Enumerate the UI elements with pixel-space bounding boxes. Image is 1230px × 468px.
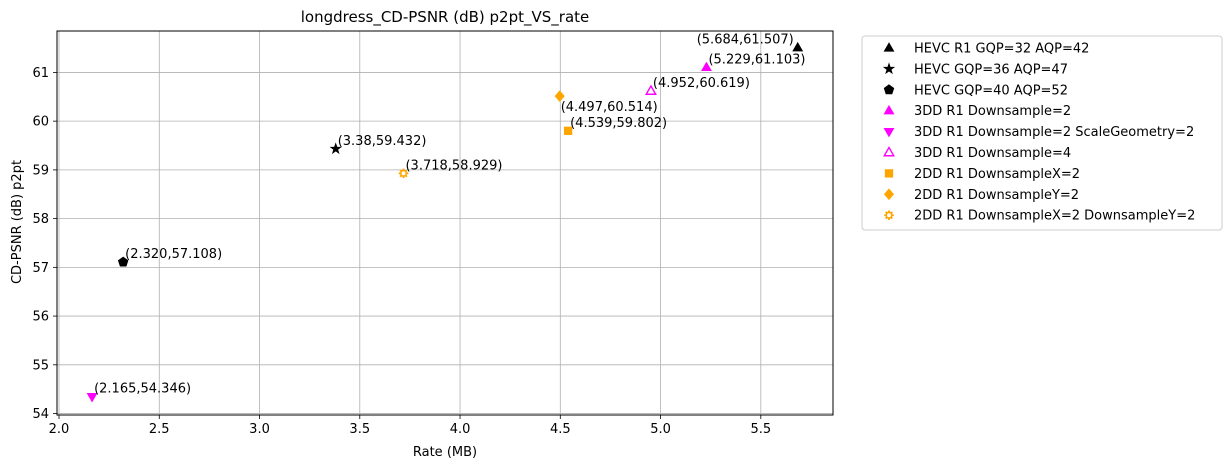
legend-entry: 2DD R1 DownsampleX=2 — [914, 167, 1080, 182]
legend-marker — [883, 127, 895, 138]
x-axis-label: Rate (MB) — [413, 445, 477, 460]
data-point — [398, 168, 409, 179]
data-point — [644, 84, 657, 95]
x-tick-label: 4.0 — [450, 422, 471, 437]
y-tick-label: 58 — [32, 212, 49, 227]
x-tick-label: 2.0 — [49, 422, 70, 437]
legend-marker — [883, 188, 895, 201]
data-label: (3.718,58.929) — [405, 158, 502, 173]
y-tick-label: 55 — [32, 358, 49, 373]
legend-entry: 3DD R1 Downsample=2 ScaleGeometry=2 — [914, 125, 1194, 140]
legend-marker — [884, 169, 894, 178]
x-tick-label: 4.5 — [550, 422, 571, 437]
legend-marker — [883, 42, 895, 52]
legend-entry: HEVC GQP=36 AQP=47 — [914, 62, 1068, 77]
legend-marker — [883, 146, 895, 157]
data-label: (3.38,59.432) — [338, 134, 427, 149]
axes — [56, 30, 834, 416]
data-label: (2.165,54.346) — [94, 382, 191, 397]
y-axis-label: CD-PSNR (dB) p2pt — [10, 160, 25, 284]
legend: HEVC R1 GQP=32 AQP=42 HEVC GQP=36 AQP=47 H… — [861, 35, 1223, 231]
data-label: (4.539,59.802) — [570, 116, 667, 131]
data-point — [329, 142, 342, 155]
x-tick-label: 5.5 — [750, 422, 771, 437]
data-points — [86, 41, 804, 403]
y-tick-label: 61 — [32, 66, 49, 81]
legend-frame — [861, 35, 1223, 231]
y-tick-label: 54 — [32, 407, 49, 422]
data-label: (4.497,60.514) — [561, 100, 658, 115]
legend-entry: 3DD R1 Downsample=4 — [914, 146, 1071, 161]
x-tick-label: 2.5 — [149, 422, 170, 437]
data-label: (2.320,57.108) — [125, 247, 222, 262]
data-labels: (5.684,61.507) (3.38,59.432) (2.320,57.108… — [94, 33, 805, 397]
legend-marker — [883, 104, 895, 115]
legend-entry: HEVC R1 GQP=32 AQP=42 — [914, 42, 1089, 57]
data-point — [792, 41, 804, 52]
y-tick-label: 59 — [32, 163, 49, 178]
legend-entry: HEVC GQP=40 AQP=52 — [914, 83, 1068, 98]
plot-frame — [56, 30, 834, 416]
y-axis-ticks: 54 55 56 57 58 59 60 61 — [32, 66, 57, 422]
legend-marker — [883, 84, 895, 95]
x-axis-ticks: 2.0 2.5 3.0 3.5 4.0 4.5 5.0 5.5 — [49, 415, 771, 437]
data-point — [701, 61, 712, 72]
data-point — [554, 90, 565, 102]
y-tick-label: 56 — [32, 310, 49, 325]
legend-marker — [882, 62, 896, 75]
data-label: (4.952,60.619) — [653, 76, 750, 91]
legend-entry: 2DD R1 DownsampleY=2 — [914, 188, 1079, 203]
chart-title: longdress_CD-PSNR (dB) p2pt_VS_rate — [301, 8, 590, 27]
x-tick-label: 5.0 — [650, 422, 671, 437]
data-label: (5.684,61.507) — [697, 33, 794, 48]
legend-entry: 3DD R1 Downsample=2 — [914, 104, 1071, 119]
y-tick-label: 57 — [32, 261, 49, 276]
x-tick-label: 3.0 — [249, 422, 270, 437]
data-label: (5.229,61.103) — [708, 52, 805, 67]
data-point — [86, 393, 98, 403]
data-point — [563, 126, 573, 135]
legend-marker — [884, 210, 894, 220]
y-tick-label: 60 — [32, 115, 49, 130]
legend-entry: 2DD R1 DownsampleX=2 DownsampleY=2 — [914, 209, 1195, 224]
x-tick-label: 3.5 — [349, 422, 370, 437]
data-point — [117, 256, 129, 267]
